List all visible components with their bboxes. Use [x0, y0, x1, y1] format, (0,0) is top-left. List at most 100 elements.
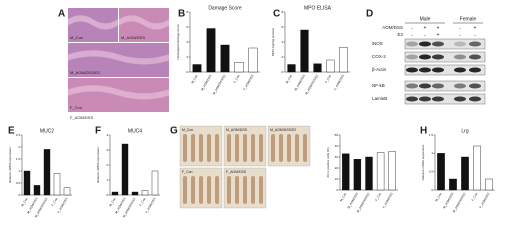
blot-band [454, 67, 466, 73]
bar [151, 170, 159, 196]
y-axis-label: MPO (ng/mg protein) [271, 28, 275, 56]
tissue-fold [67, 55, 170, 65]
tissue-fold [67, 87, 170, 97]
protein-label: β-Actin [372, 67, 387, 72]
crypt [199, 134, 203, 162]
y-tick-label: 0 [336, 188, 338, 192]
tissue-fold [67, 20, 119, 30]
blot-band [454, 96, 466, 102]
y-tick-label: 50 [335, 133, 339, 137]
treatment-sign: + [437, 25, 440, 31]
blot-band [469, 83, 481, 89]
chart-title: Lrg [461, 128, 468, 134]
tissue-fold [118, 19, 170, 29]
protein-label: COX-2 [372, 54, 386, 59]
y-tick-label: 0 [186, 70, 188, 74]
y-tick-label: 8 [186, 10, 188, 14]
bar [33, 185, 41, 196]
crypt [279, 134, 283, 162]
group-label: Male [420, 16, 431, 22]
crypt [191, 134, 195, 162]
tissue-fold [67, 18, 119, 28]
blot-strip [404, 80, 486, 92]
treatment-sign: - [411, 32, 413, 38]
x-tick-label: M_AOM/DSS/E2 [452, 192, 467, 214]
y-axis-label: Relative mRNA expression [8, 147, 12, 183]
image-label: M_AOM/DSS/E2 [70, 70, 101, 75]
blot-band [469, 41, 481, 47]
treatment-label: AOM/DSS [382, 25, 403, 30]
panel-letter: F [95, 126, 101, 137]
bar [220, 44, 230, 73]
blot-band [432, 67, 444, 73]
y-tick-label: 1 [18, 169, 20, 173]
y-tick-label: 0 [281, 70, 283, 74]
x-tick-label: F_Con [51, 197, 59, 207]
bar [353, 158, 362, 191]
bar [485, 178, 493, 191]
chart-title: MUC2 [40, 128, 54, 134]
blot-band [406, 96, 418, 102]
bar [461, 156, 469, 191]
blot-band [406, 67, 418, 73]
y-tick-label: 4 [281, 40, 283, 44]
chart-title: Damage Score [208, 5, 242, 11]
tissue-fold [67, 19, 119, 29]
bar [449, 178, 457, 191]
chart-title: MUC4 [128, 128, 142, 134]
crypt [259, 176, 263, 204]
bar [313, 63, 322, 73]
panel-letter: A [58, 9, 65, 20]
crypt [243, 176, 247, 204]
blot-strip [404, 93, 486, 105]
y-tick-label: 0 [18, 193, 20, 197]
panel-letter: G [170, 126, 178, 137]
bar [287, 64, 296, 73]
y-tick-label: 1 [431, 151, 433, 155]
treatment-sign: - [411, 25, 413, 31]
crypt [235, 176, 239, 204]
y-tick-label: 2 [281, 55, 283, 59]
blot-band [419, 96, 431, 102]
tissue-fold [118, 17, 170, 27]
x-tick-label: F_AOM/DSS [478, 192, 490, 209]
panel-letter: C [273, 9, 280, 20]
bar [121, 143, 129, 196]
blot-band [406, 83, 418, 89]
tissue-fold [67, 51, 170, 61]
y-tick-label: 2.5 [16, 133, 21, 137]
treatment-sign: - [474, 32, 476, 38]
tissue-fold [67, 15, 119, 25]
image-label: M_Con [182, 128, 193, 132]
bar [234, 62, 244, 73]
x-tick-label: F_AOM/DSS [56, 197, 68, 214]
chart-title: MPO ELISA [304, 5, 332, 11]
crypt [207, 176, 211, 204]
bar [111, 191, 119, 196]
treatment-sign: - [459, 32, 461, 38]
panel-letter: B [178, 9, 185, 20]
x-tick-label: F_Con [324, 74, 332, 84]
y-tick-label: 0 [106, 193, 108, 197]
tissue-fold [118, 15, 170, 25]
x-tick-label: M_Con [108, 197, 116, 208]
bar [365, 156, 373, 191]
x-tick-label: F_Con [374, 192, 382, 202]
protein-label: NF-kB [372, 83, 385, 88]
x-tick-label: F_Con [233, 74, 241, 84]
crypt [251, 134, 255, 162]
y-tick-label: 4 [186, 40, 188, 44]
y-tick-label: 20 [335, 166, 339, 170]
bar [63, 187, 71, 196]
protein-label: iNOS [372, 41, 383, 46]
tissue-fold [67, 54, 170, 64]
image-label: F_AOM/DSS [226, 170, 247, 174]
crypt [199, 176, 203, 204]
panel-letter: D [366, 9, 373, 20]
blot-band [432, 83, 444, 89]
blot-band [419, 41, 431, 47]
tissue-fold [67, 16, 119, 26]
blot-band [432, 54, 444, 60]
y-axis-label: Relative mRNA expression [421, 144, 425, 180]
bar [300, 29, 309, 73]
